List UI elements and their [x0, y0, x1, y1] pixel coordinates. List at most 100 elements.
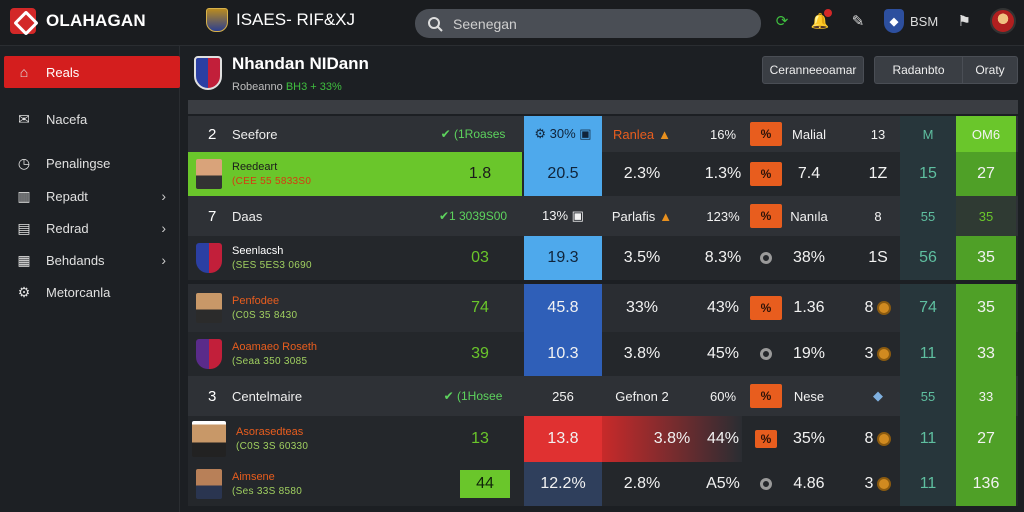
status-circle-icon [760, 252, 772, 264]
player-val2: 19.3 [524, 236, 602, 280]
section-label: Centelmaire [232, 388, 303, 404]
match-title: ISAES- RIF&XJ [236, 10, 356, 29]
player-val4: 45% [706, 345, 740, 362]
player-val4: 8.3% [704, 249, 742, 266]
avatar[interactable] [990, 8, 1017, 34]
player-val6: 8 [864, 299, 874, 316]
player-name: Aoamaeo Roseth [232, 340, 317, 353]
player-val4: A5% [706, 475, 740, 492]
player-val5: 35% [792, 430, 826, 447]
sidebar-item-repadt[interactable]: ▥ Repadt › [4, 180, 180, 212]
table-section-row[interactable]: 2 Seefore ✔ (1Roases ⚙ 30% ▣ Ranlea ▲ 16%… [188, 116, 1018, 152]
player-name: Seenlacsh [232, 244, 284, 257]
app-title: OLAHAGAN [46, 11, 146, 30]
flag-icon: % [750, 162, 782, 186]
brand-logo-icon [10, 8, 36, 34]
sidebar-item-label: Nacefa [46, 111, 88, 127]
player-val1: 1.8 [468, 165, 492, 182]
search-bar[interactable] [415, 9, 761, 38]
sidebar-item-metorcanla[interactable]: ⚙ Metorcanla [4, 276, 180, 308]
flag-icon: % [755, 430, 777, 448]
notification-icon[interactable]: 🔔 [808, 9, 832, 33]
flag-icon: % [750, 296, 782, 320]
table-row[interactable]: Aimsene (Ses 33S 8580 44 12.2% 2.8% A5% 4… [188, 462, 1018, 506]
match-header[interactable]: ISAES- RIF&XJ [206, 8, 355, 32]
sidebar-item-label: Repadt [46, 188, 88, 204]
player-val2: 13.8 [524, 416, 602, 462]
player-meta: (Ses 33S 8580 [232, 486, 303, 498]
flag-icon: % [750, 384, 782, 408]
player-meta: (C0S 35 8430 [232, 310, 298, 322]
player-val2: 20.5 [524, 152, 602, 196]
coin-icon [877, 432, 892, 446]
player-val8: 27 [956, 416, 1016, 462]
player-photo [196, 243, 222, 273]
player-photo [196, 469, 222, 499]
search-input[interactable] [453, 15, 733, 32]
clock-icon: ◷ [17, 154, 31, 171]
section-col6: 55 [900, 196, 956, 236]
player-name: Aimsene [232, 470, 275, 483]
flag-icon: % [750, 204, 782, 228]
refresh-icon[interactable]: ⟳ [775, 13, 789, 30]
section-rank: 2 [208, 125, 217, 143]
player-val3: 33% [625, 299, 659, 316]
warning-icon: ▲ [659, 208, 673, 224]
sidebar-item-redrad[interactable]: ▤ Redrad › [4, 212, 180, 244]
player-val7: 74 [900, 284, 956, 332]
table-row[interactable]: Aoamaeo Roseth (Seaa 350 3085 39 10.3 3.8… [188, 332, 1018, 376]
player-val5: 38% [792, 249, 826, 266]
table-row[interactable]: Seenlacsh (SES 5ES3 0690 03 19.3 3.5% 8.3… [188, 236, 1018, 280]
alert-icon[interactable]: ⚑ [957, 13, 971, 30]
player-meta: (Seaa 350 3085 [232, 356, 308, 368]
section-rank: 7 [208, 207, 217, 225]
brand[interactable]: OLAHAGAN [10, 8, 146, 34]
player-val5: 19% [792, 345, 826, 362]
team-crest-icon [194, 56, 222, 90]
clipboard-icon: ▤ [17, 219, 31, 236]
chevron-right-icon: › [161, 188, 166, 204]
section-col4: Malial [792, 126, 826, 142]
sidebar-item-penalingse[interactable]: ◷ Penalingse [4, 147, 180, 179]
tools-icon[interactable]: ✎ [851, 13, 865, 30]
player-val3: 3.8% [623, 345, 661, 362]
shield-icon[interactable]: ◆ [884, 9, 904, 33]
header-button-left[interactable]: Ceranneeoamar [762, 56, 864, 84]
section-col3: 123% [706, 208, 740, 224]
team-name: Nhandan NIDann [232, 54, 369, 73]
section-col1: ⚙ 30% ▣ [524, 116, 602, 152]
sidebar: ⌂ Reals ✉ Nacefa ◷ Penalingse ▥ Repadt ›… [0, 46, 180, 512]
player-val2: 10.3 [524, 332, 602, 376]
team-sub-prefix: Robeanno [232, 81, 283, 93]
table-row[interactable]: Reedeart (CEE 55 5833S0 1.8 20.5 2.3% 1.3… [188, 152, 1018, 196]
coin-icon [877, 477, 892, 491]
table-section-row[interactable]: 7 Daas ✔1 3039S00 13% ▣ Parlafis ▲ 123% %… [188, 196, 1018, 236]
coin-icon [877, 301, 892, 315]
warning-icon: ▲ [658, 126, 672, 142]
table-row[interactable]: Asorasedteas (C0S 3S 60330 13 13.8 3.8% 4… [188, 416, 1018, 462]
club-crest-icon [206, 8, 228, 32]
section-col3: 16% [709, 126, 737, 142]
player-photo [196, 159, 222, 189]
team-subtitle: Robeanno BH3 + 33% [232, 81, 369, 93]
header-button-mid[interactable]: Radanbto [874, 56, 962, 84]
player-val2: 12.2% [524, 462, 602, 506]
sidebar-item-label: Behdands [46, 252, 105, 268]
header-button-right[interactable]: Oraty [962, 56, 1018, 84]
section-col2: Gefnon 2 [615, 388, 669, 404]
section-col4: Nese [793, 388, 825, 404]
player-val6: 1S [868, 249, 888, 266]
sidebar-item-nacefa[interactable]: ✉ Nacefa [4, 103, 180, 135]
section-label: Daas [232, 208, 263, 224]
table-row[interactable]: Penfodee (C0S 35 8430 74 45.8 33% 43% % 1… [188, 284, 1018, 332]
sidebar-item-reals[interactable]: ⌂ Reals [4, 56, 180, 88]
sidebar-item-behdands[interactable]: ▦ Behdands › [4, 244, 180, 276]
section-col6: М [900, 116, 956, 152]
coin-icon [877, 347, 892, 361]
search-icon [428, 16, 443, 32]
table-section-row[interactable]: 3 Centelmaire ✔ (1Hosee 256 Gefnon 2 60%… [188, 376, 1018, 416]
player-photo [196, 339, 222, 369]
section-col2: Ranlea [612, 126, 655, 142]
sidebar-item-label: Reals [46, 64, 80, 80]
section-stat: ✔1 3039S00 [438, 209, 508, 223]
